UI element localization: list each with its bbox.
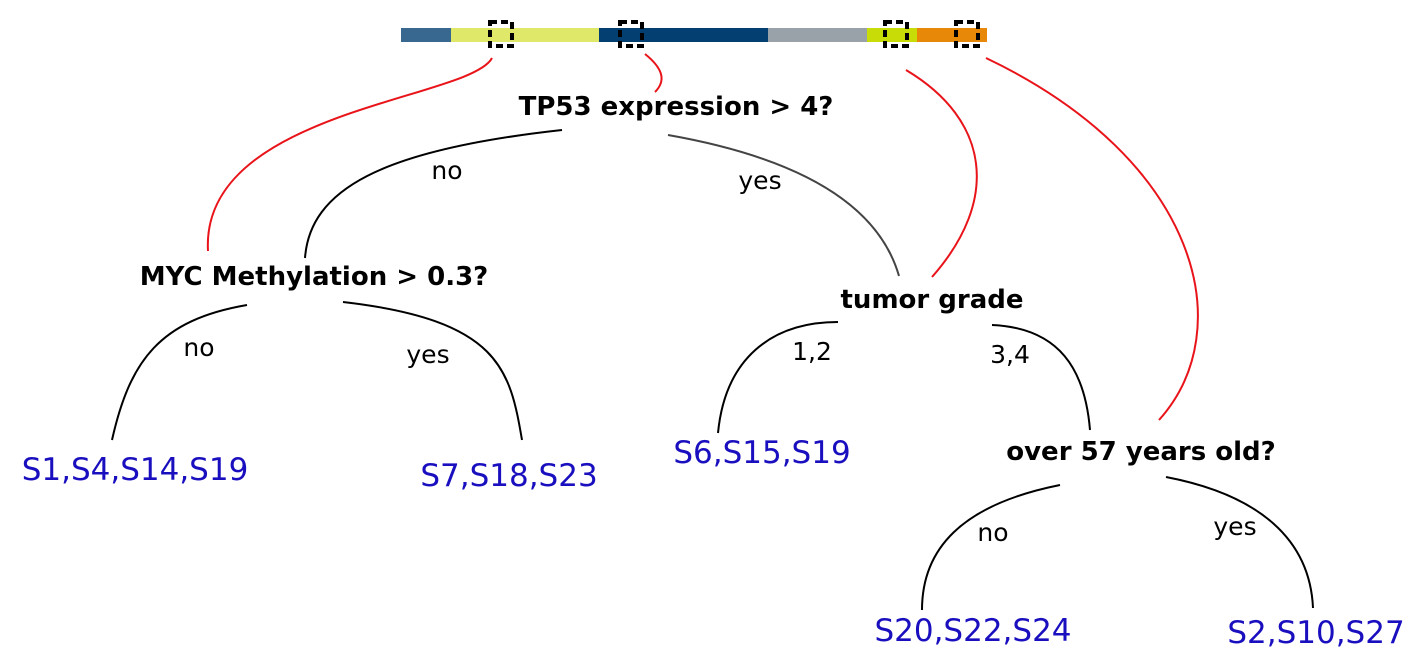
marker-grade bbox=[883, 20, 909, 48]
color-bar-segment-5 bbox=[867, 28, 917, 42]
edge-label-root-no: no bbox=[431, 156, 462, 185]
leaf-age-yes: S2,S10,S27 bbox=[1227, 615, 1404, 651]
color-bar-segment-4 bbox=[768, 28, 867, 42]
edge-myc-no bbox=[111, 304, 248, 441]
edge-age-no bbox=[921, 484, 1061, 611]
link-age bbox=[985, 57, 1199, 421]
marker-tp53 bbox=[618, 20, 644, 48]
color-bar-segment-3 bbox=[599, 28, 768, 42]
link-tp53 bbox=[644, 53, 663, 93]
edge-root-yes bbox=[667, 134, 900, 277]
edge-label-age-no: no bbox=[977, 518, 1008, 547]
leaf-myc-yes: S7,S18,S23 bbox=[420, 458, 597, 494]
node-grade-question: tumor grade bbox=[841, 285, 1024, 315]
edge-age-yes bbox=[1165, 476, 1314, 609]
node-age-question: over 57 years old? bbox=[1006, 437, 1276, 467]
color-bar-segment-6 bbox=[917, 28, 987, 42]
node-tp53-question: TP53 expression > 4? bbox=[519, 92, 834, 122]
edge-label-grade-high: 3,4 bbox=[990, 340, 1030, 369]
marker-myc bbox=[488, 20, 514, 48]
edge-label-age-yes: yes bbox=[1213, 512, 1256, 541]
edge-root-no bbox=[304, 129, 563, 259]
color-bar-segment-1 bbox=[401, 28, 451, 42]
node-myc-question: MYC Methylation > 0.3? bbox=[140, 262, 489, 292]
color-bar-markers bbox=[488, 20, 980, 48]
edge-label-root-yes: yes bbox=[738, 166, 781, 195]
edge-label-myc-yes: yes bbox=[406, 340, 449, 369]
link-grade bbox=[905, 69, 978, 278]
edge-grade-high bbox=[991, 324, 1091, 431]
edge-label-grade-low: 1,2 bbox=[792, 337, 832, 366]
edge-label-myc-no: no bbox=[183, 333, 214, 362]
tree-edges bbox=[111, 129, 1314, 611]
leaf-age-no: S20,S22,S24 bbox=[874, 613, 1071, 649]
marker-links bbox=[206, 53, 1199, 421]
edge-myc-yes bbox=[342, 301, 523, 441]
link-myc bbox=[206, 57, 493, 252]
edge-grade-low bbox=[717, 321, 839, 434]
leaf-myc-no: S1,S4,S14,S19 bbox=[22, 452, 249, 488]
leaf-grade-low: S6,S15,S19 bbox=[673, 435, 850, 471]
color-bar-segment-2 bbox=[451, 28, 599, 42]
marker-age bbox=[954, 20, 980, 48]
